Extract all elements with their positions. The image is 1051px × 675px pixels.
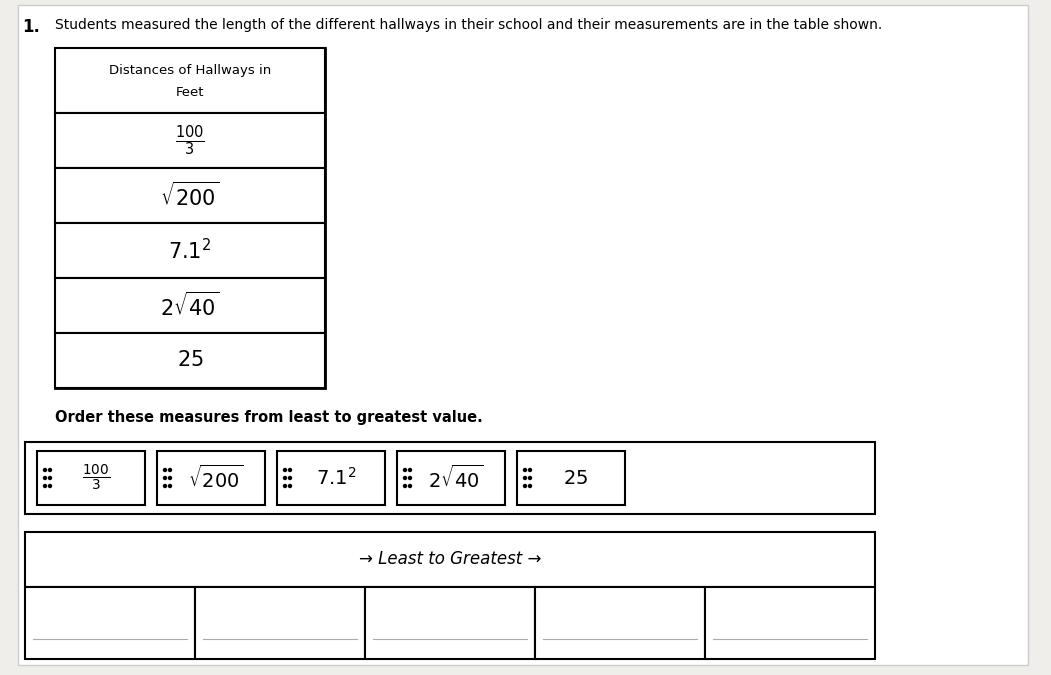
Text: $2\sqrt{40}$: $2\sqrt{40}$ (160, 292, 220, 320)
Circle shape (284, 485, 287, 487)
Bar (705, 587, 875, 659)
Circle shape (43, 477, 46, 479)
Circle shape (43, 485, 46, 487)
Circle shape (523, 468, 527, 472)
Bar (55, 48, 325, 388)
Bar (25, 442, 875, 514)
Text: $2\sqrt{40}$: $2\sqrt{40}$ (428, 464, 483, 491)
Bar (277, 451, 385, 505)
Text: Feet: Feet (176, 86, 204, 99)
Bar (55, 113, 325, 168)
Text: Distances of Hallways in: Distances of Hallways in (109, 64, 271, 77)
Circle shape (48, 468, 51, 472)
Bar (55, 168, 325, 223)
Bar (55, 278, 325, 333)
Bar (397, 451, 504, 505)
Bar (195, 587, 365, 659)
Text: → Least to Greatest →: → Least to Greatest → (358, 551, 541, 568)
Circle shape (48, 477, 51, 479)
Bar (535, 587, 705, 659)
Circle shape (523, 477, 527, 479)
Circle shape (164, 468, 166, 472)
Circle shape (164, 485, 166, 487)
Text: $25$: $25$ (563, 468, 589, 487)
Circle shape (409, 477, 412, 479)
Circle shape (404, 468, 407, 472)
Text: 1.: 1. (22, 18, 40, 36)
Circle shape (168, 468, 171, 472)
Circle shape (48, 485, 51, 487)
Text: $\frac{100}{3}$: $\frac{100}{3}$ (176, 124, 205, 158)
Bar (25, 587, 195, 659)
Bar (517, 451, 625, 505)
Text: Order these measures from least to greatest value.: Order these measures from least to great… (55, 410, 482, 425)
Text: $7.1^2$: $7.1^2$ (168, 238, 211, 263)
Circle shape (168, 485, 171, 487)
Bar (55, 223, 325, 278)
Circle shape (43, 468, 46, 472)
Circle shape (404, 485, 407, 487)
Bar (365, 587, 535, 659)
Circle shape (289, 477, 291, 479)
Text: $\sqrt{200}$: $\sqrt{200}$ (160, 182, 220, 210)
Text: $7.1^2$: $7.1^2$ (315, 467, 356, 489)
Circle shape (289, 468, 291, 472)
Bar (55, 333, 325, 388)
Circle shape (529, 477, 532, 479)
Text: $\frac{100}{3}$: $\frac{100}{3}$ (82, 463, 110, 493)
Circle shape (168, 477, 171, 479)
Circle shape (529, 468, 532, 472)
Text: Students measured the length of the different hallways in their school and their: Students measured the length of the diff… (55, 18, 882, 32)
Bar (157, 451, 265, 505)
Circle shape (164, 477, 166, 479)
Circle shape (523, 485, 527, 487)
Bar (37, 451, 145, 505)
Circle shape (409, 485, 412, 487)
Bar (25, 532, 875, 587)
Circle shape (289, 485, 291, 487)
Circle shape (284, 477, 287, 479)
Text: $25$: $25$ (177, 350, 203, 371)
Circle shape (529, 485, 532, 487)
Bar (55, 48, 325, 113)
Circle shape (409, 468, 412, 472)
Text: $\sqrt{200}$: $\sqrt{200}$ (188, 464, 244, 491)
Circle shape (284, 468, 287, 472)
Circle shape (404, 477, 407, 479)
